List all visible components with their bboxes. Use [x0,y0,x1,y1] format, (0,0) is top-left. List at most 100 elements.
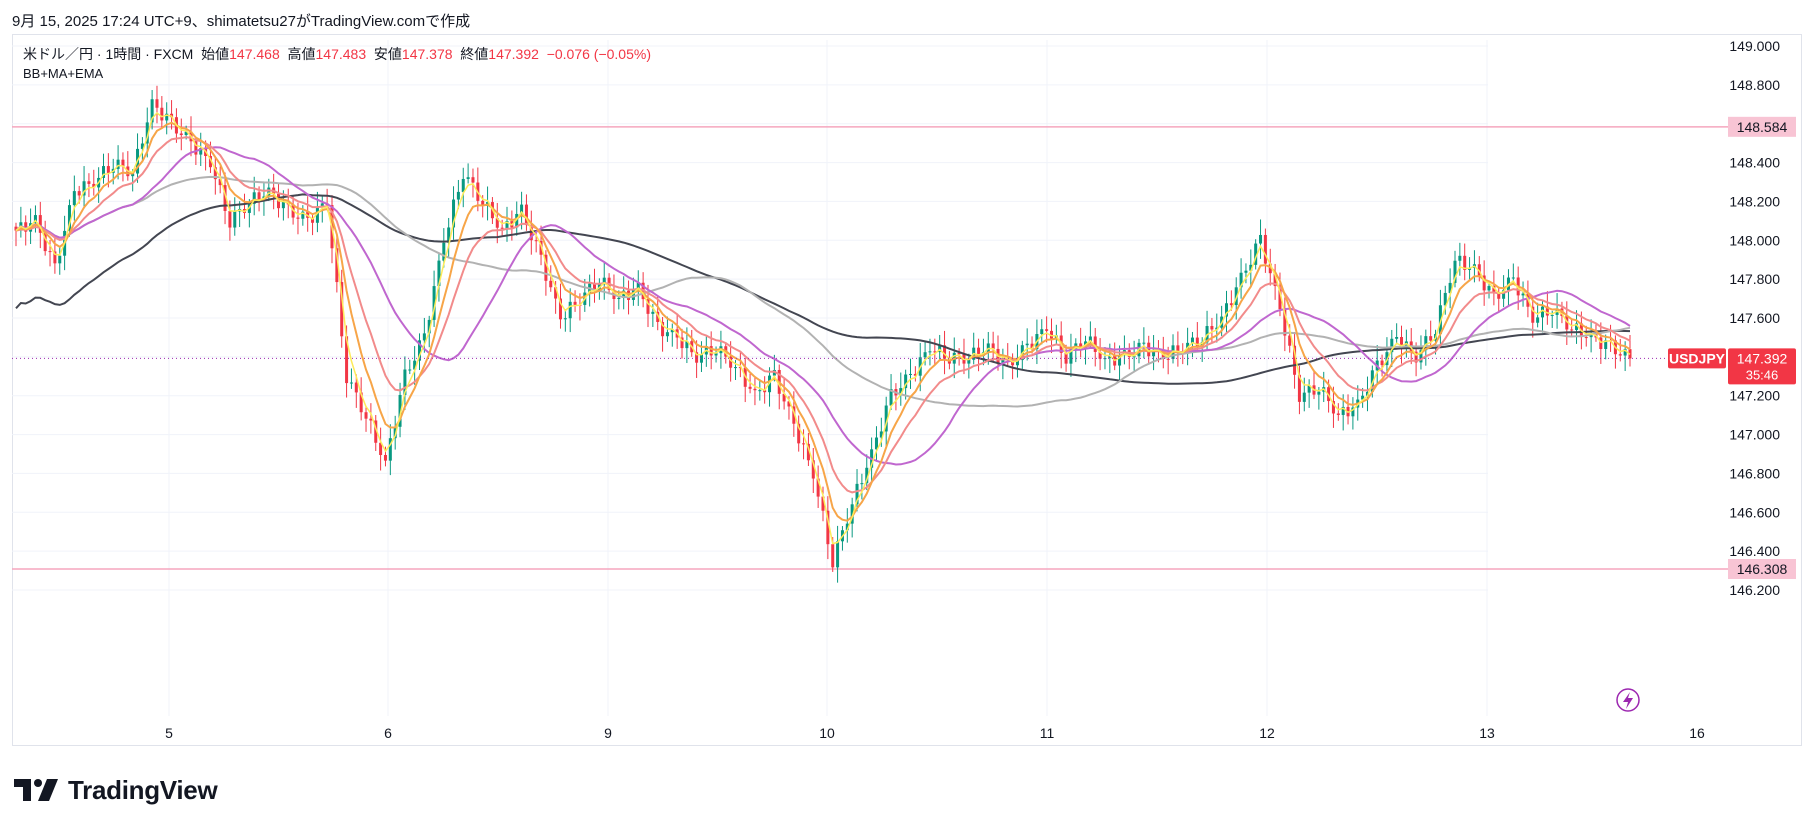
y-tick-label: 147.800 [1729,271,1780,287]
ema-fast-line [15,111,1631,545]
candle-body [908,373,913,375]
candle-body [369,418,373,421]
candle-body [1623,349,1627,356]
candle-body [1001,357,1005,364]
candle-body [335,248,339,283]
candle-body [1142,342,1146,344]
candle-body [821,496,825,511]
candle-body [184,131,188,135]
high-value: 147.483 [315,46,367,62]
candle-body [24,222,28,232]
candle-body [636,282,640,291]
candle-body [38,215,42,233]
candle-body [1414,351,1418,363]
candle-body [427,319,431,334]
x-tick-label: 11 [1040,725,1055,741]
indicator-label[interactable]: BB+MA+EMA [23,66,104,81]
candle-body [1064,352,1068,364]
candle-body [1511,277,1515,279]
ma-purple-line [15,146,1631,466]
candle-body [748,386,752,389]
candle-body [413,360,417,370]
candle-body [928,351,932,353]
candle-body [646,299,650,314]
chart-frame[interactable] [12,34,1802,746]
lightning-icon[interactable] [1616,688,1640,712]
candle-body [1502,290,1506,299]
candle-body [33,215,37,224]
symbol-description: 米ドル／円 · 1時間 · FXCM [23,46,194,62]
candle-body [1424,336,1428,351]
candle-body [889,389,893,406]
candle-body [782,393,786,402]
y-tick-label: 147.600 [1729,310,1780,326]
candle-body [145,122,149,144]
candle-body [296,217,300,219]
tradingview-logo[interactable]: TradingView [14,774,218,806]
candle-body [714,353,718,356]
candle-body [393,426,397,439]
candle-body [1049,330,1053,339]
candle-body [661,321,665,337]
candle-body [422,333,426,341]
candle-body [1040,329,1044,335]
y-tick-label: 148.000 [1729,232,1780,248]
candle-body [208,155,212,168]
candle-body [140,143,144,149]
candle-body [1536,317,1540,323]
candle-body [447,227,451,243]
candle-body [252,192,256,204]
candle-body [631,290,635,300]
candle-body [1545,306,1549,316]
candle-body [957,352,961,355]
candle-body [452,199,456,228]
candle-body [806,443,810,461]
candle-body [1599,337,1603,349]
candle-body [48,251,52,253]
candle-body [379,442,383,456]
candle-body [364,412,368,419]
candle-body [359,392,363,413]
candle-body [1088,336,1092,342]
candle-body [1229,303,1233,306]
candle-body [1390,338,1394,353]
candle-body [442,242,446,261]
candle-body [991,343,995,349]
ohlc-legend: 米ドル／円 · 1時間 · FXCM 始値147.468 高値147.483 安… [23,44,651,64]
y-tick-label: 148.200 [1729,193,1780,209]
candle-body [534,240,538,242]
candle-body [1575,323,1579,330]
candle-body [1118,355,1122,366]
candle-body [913,373,917,376]
candle-body [165,113,169,121]
candle-body [923,352,927,358]
candle-body [1429,336,1433,341]
candle-body [554,287,558,299]
candle-body [1395,337,1399,339]
candle-body [1249,264,1253,271]
candle-body [131,173,135,177]
candle-body [456,191,460,200]
candle-body [1098,351,1102,359]
candle-body [899,388,903,396]
candle-body [1487,286,1491,291]
candle-body [228,210,232,228]
change-value: −0.076 (−0.05%) [546,46,651,62]
candle-body [1443,292,1447,306]
candle-body [758,390,762,392]
candle-body [738,367,742,369]
candle-body [850,504,854,524]
candle-body [874,437,878,450]
candle-body [1380,360,1384,366]
candle-body [563,318,567,320]
candle-body [1361,395,1365,400]
candle-body [1108,355,1112,359]
candle-body [150,99,154,123]
candle-body [1317,391,1321,395]
candle-body [1283,309,1287,336]
candle-body [865,467,869,484]
candle-body [670,329,674,333]
candle-body [223,185,227,211]
candle-body [1244,270,1248,273]
